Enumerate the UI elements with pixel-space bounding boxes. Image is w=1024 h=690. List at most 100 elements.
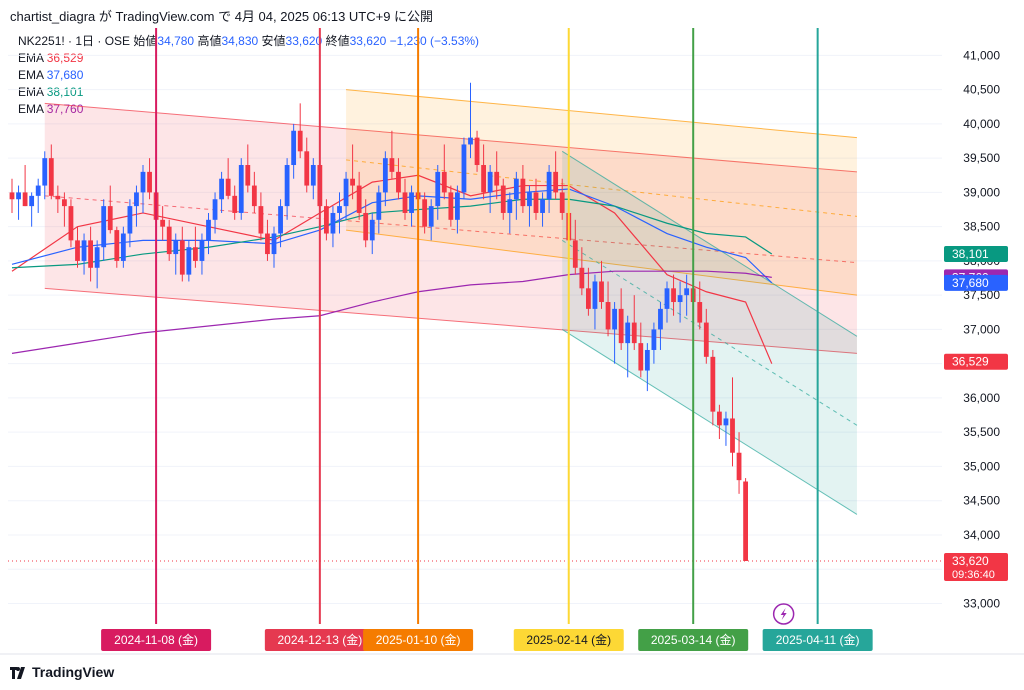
candle-body [376, 192, 382, 220]
candle-body [546, 171, 552, 200]
candle-body [350, 178, 355, 186]
candle-body [337, 206, 342, 213]
candle [62, 192, 67, 227]
candle [389, 130, 395, 179]
candle-body [671, 288, 676, 303]
candle-body [631, 322, 637, 344]
candle [291, 123, 297, 179]
channel-lower [44, 287, 857, 354]
candle [527, 185, 532, 227]
candle-body [88, 240, 93, 268]
candle [599, 260, 604, 309]
candle [278, 199, 283, 248]
candle [206, 212, 211, 255]
date-marker-tag [513, 629, 624, 651]
candle-body [592, 281, 598, 309]
candle [369, 212, 375, 255]
candle [677, 281, 683, 323]
candle-body [120, 233, 126, 261]
candle-body [330, 212, 336, 234]
candle [396, 158, 401, 200]
candle [553, 151, 559, 200]
candle-body [160, 219, 166, 227]
candle [402, 178, 408, 220]
candle [350, 144, 355, 200]
publisher-header: chartist_diagra が TradingView.com で 4月 0… [10, 9, 434, 24]
candle-body [245, 165, 251, 186]
candle [409, 185, 414, 227]
candle-body [22, 192, 28, 207]
candle-body [16, 192, 21, 200]
candle-body [179, 240, 185, 275]
candle [625, 315, 631, 378]
close-value: 33,620 [349, 34, 387, 48]
candle-body [363, 212, 369, 241]
candle [48, 144, 54, 200]
candle-body [140, 171, 146, 193]
candle [382, 151, 388, 207]
candle-body [382, 158, 388, 193]
candle-body [520, 178, 526, 207]
candle [658, 302, 663, 350]
candle-body [258, 206, 264, 234]
channel-lower [561, 329, 858, 515]
candle [671, 274, 676, 316]
candle [88, 226, 93, 282]
candle-body [586, 288, 591, 309]
candle [468, 82, 473, 159]
candle [507, 192, 513, 234]
candle-body [448, 192, 454, 220]
price-tag-value: 37,680 [952, 276, 989, 290]
price-tick-label: 40,000 [963, 117, 1000, 131]
candle-body [533, 192, 539, 213]
price-tag [944, 274, 1008, 291]
candle-body [94, 247, 100, 268]
low-label: 安値 [261, 34, 286, 48]
price-tick-label: 33,000 [963, 596, 1000, 610]
candle-body [664, 288, 670, 309]
date-marker-label: 2025-03-14 (金) [651, 632, 736, 647]
candle-body [684, 288, 690, 296]
candle-body [507, 199, 513, 213]
candle [55, 185, 61, 213]
candle [337, 192, 342, 234]
price-tick-label: 40,500 [963, 83, 1000, 97]
candle [428, 199, 434, 241]
price-tick-label: 36,000 [963, 391, 1000, 405]
candle-body [743, 481, 748, 561]
candle-body [441, 171, 447, 193]
candle-body [540, 199, 545, 213]
date-marker-tag [638, 629, 749, 651]
candle [736, 432, 742, 494]
candle-body [697, 302, 703, 323]
candle-body [723, 418, 729, 426]
candle [717, 404, 722, 440]
open-label: 始値 [133, 34, 158, 48]
candle-body [55, 195, 61, 200]
candle-body [127, 206, 133, 234]
channel-upper [346, 89, 857, 139]
candle [166, 219, 172, 261]
tradingview-logo-icon [10, 666, 28, 679]
price-tick-label: 35,500 [963, 425, 1000, 439]
price-tick-label: 39,500 [963, 151, 1000, 165]
candle [258, 192, 264, 241]
candle [644, 343, 650, 392]
channel-upper [561, 150, 858, 337]
date-marker-tag [264, 629, 375, 651]
candle-body [225, 178, 231, 196]
candle-body [232, 195, 238, 213]
candle-body [212, 199, 218, 220]
candle-body [553, 171, 559, 193]
channel-mid [345, 159, 858, 217]
candle-body [618, 308, 624, 344]
ema-label: EMA [18, 68, 44, 82]
candle [703, 308, 709, 364]
price-tag-countdown: 09:36:40 [952, 569, 995, 581]
price-tick-label: 38,500 [963, 220, 1000, 234]
candle-body [572, 240, 578, 268]
price-tick-label: 34,500 [963, 494, 1000, 508]
candle-body [500, 185, 506, 213]
date-marker-label: 2024-12-13 (金) [277, 632, 362, 647]
